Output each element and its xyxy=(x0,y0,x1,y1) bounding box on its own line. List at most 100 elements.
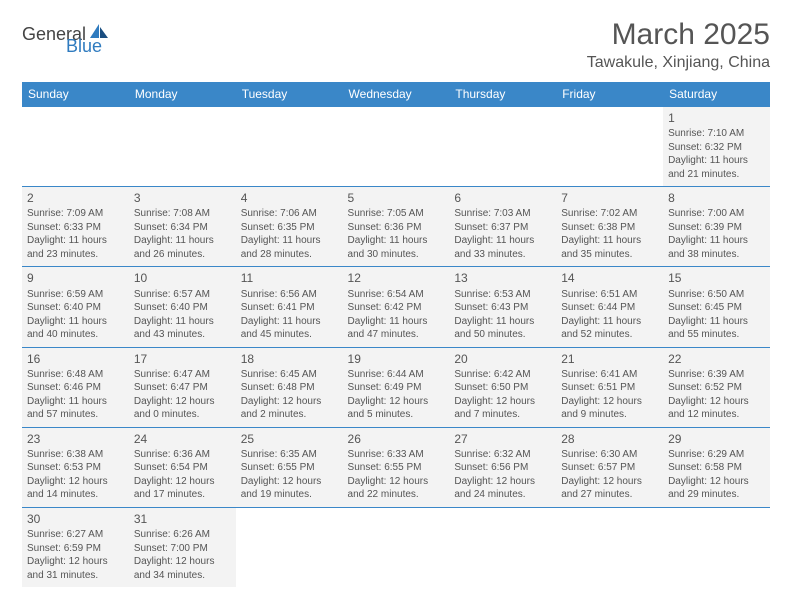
day-number: 5 xyxy=(348,190,445,206)
sunset-line: Sunset: 6:48 PM xyxy=(241,381,338,395)
calendar-day-14: 14Sunrise: 6:51 AMSunset: 6:44 PMDayligh… xyxy=(556,267,663,347)
calendar-day-31: 31Sunrise: 6:26 AMSunset: 7:00 PMDayligh… xyxy=(129,507,236,587)
day-number: 11 xyxy=(241,270,338,286)
daylight-line: Daylight: 11 hours and 21 minutes. xyxy=(668,154,765,181)
calendar-empty-cell xyxy=(129,107,236,187)
sunrise-line: Sunrise: 6:50 AM xyxy=(668,288,765,302)
calendar-day-2: 2Sunrise: 7:09 AMSunset: 6:33 PMDaylight… xyxy=(22,187,129,267)
calendar-empty-cell xyxy=(343,507,450,587)
calendar-day-15: 15 Sunrise: 6:50 AMSunset: 6:45 PMDayligh… xyxy=(663,267,770,347)
day-number: 16 xyxy=(27,351,124,367)
day-number: 19 xyxy=(348,351,445,367)
calendar-day-22: 22Sunrise: 6:39 AMSunset: 6:52 PMDayligh… xyxy=(663,347,770,427)
sunset-line: Sunset: 6:32 PM xyxy=(668,141,765,155)
day-number: 10 xyxy=(134,270,231,286)
sunrise-line: Sunrise: 6:38 AM xyxy=(27,448,124,462)
sunset-line: Sunset: 6:34 PM xyxy=(134,221,231,235)
daylight-line: Daylight: 12 hours and 12 minutes. xyxy=(668,395,765,422)
daylight-line: Daylight: 12 hours and 24 minutes. xyxy=(454,475,551,502)
sunset-line: Sunset: 6:55 PM xyxy=(241,461,338,475)
calendar-table: SundayMondayTuesdayWednesdayThursdayFrid… xyxy=(22,82,770,587)
daylight-line: Daylight: 11 hours and 38 minutes. xyxy=(668,234,765,261)
sunset-line: Sunset: 6:38 PM xyxy=(561,221,658,235)
day-number: 2 xyxy=(27,190,124,206)
daylight-line: Daylight: 12 hours and 14 minutes. xyxy=(27,475,124,502)
sunrise-line: Sunrise: 6:33 AM xyxy=(348,448,445,462)
day-number: 30 xyxy=(27,511,124,527)
sunrise-line: Sunrise: 6:41 AM xyxy=(561,368,658,382)
sunrise-line: Sunrise: 7:10 AM xyxy=(668,127,765,141)
day-number: 21 xyxy=(561,351,658,367)
sunrise-line: Sunrise: 6:42 AM xyxy=(454,368,551,382)
calendar-day-5: 5Sunrise: 7:05 AMSunset: 6:36 PMDaylight… xyxy=(343,187,450,267)
sunrise-line: Sunrise: 6:30 AM xyxy=(561,448,658,462)
daylight-line: Daylight: 12 hours and 0 minutes. xyxy=(134,395,231,422)
sunset-line: Sunset: 6:36 PM xyxy=(348,221,445,235)
sunset-line: Sunset: 6:35 PM xyxy=(241,221,338,235)
sunrise-line: Sunrise: 6:51 AM xyxy=(561,288,658,302)
calendar-day-16: 16Sunrise: 6:48 AMSunset: 6:46 PMDayligh… xyxy=(22,347,129,427)
daylight-line: Daylight: 12 hours and 29 minutes. xyxy=(668,475,765,502)
day-number: 27 xyxy=(454,431,551,447)
sunrise-line: Sunrise: 7:06 AM xyxy=(241,207,338,221)
daylight-line: Daylight: 11 hours and 43 minutes. xyxy=(134,315,231,342)
daylight-line: Daylight: 11 hours and 55 minutes. xyxy=(668,315,765,342)
sunset-line: Sunset: 6:39 PM xyxy=(668,221,765,235)
sunset-line: Sunset: 6:52 PM xyxy=(668,381,765,395)
calendar-row: 23Sunrise: 6:38 AMSunset: 6:53 PMDayligh… xyxy=(22,427,770,507)
month-title: March 2025 xyxy=(587,18,770,52)
day-number: 15 xyxy=(668,270,765,286)
day-number: 6 xyxy=(454,190,551,206)
sunset-line: Sunset: 6:33 PM xyxy=(27,221,124,235)
sunrise-line: Sunrise: 7:02 AM xyxy=(561,207,658,221)
calendar-day-24: 24Sunrise: 6:36 AMSunset: 6:54 PMDayligh… xyxy=(129,427,236,507)
sunrise-line: Sunrise: 7:03 AM xyxy=(454,207,551,221)
sunset-line: Sunset: 6:56 PM xyxy=(454,461,551,475)
day-number: 22 xyxy=(668,351,765,367)
calendar-empty-cell xyxy=(449,107,556,187)
calendar-day-26: 26Sunrise: 6:33 AMSunset: 6:55 PMDayligh… xyxy=(343,427,450,507)
daylight-line: Daylight: 12 hours and 7 minutes. xyxy=(454,395,551,422)
weekday-header: Friday xyxy=(556,82,663,107)
sunrise-line: Sunrise: 7:08 AM xyxy=(134,207,231,221)
daylight-line: Daylight: 11 hours and 23 minutes. xyxy=(27,234,124,261)
sunset-line: Sunset: 6:42 PM xyxy=(348,301,445,315)
daylight-line: Daylight: 12 hours and 2 minutes. xyxy=(241,395,338,422)
sunset-line: Sunset: 6:49 PM xyxy=(348,381,445,395)
sunset-line: Sunset: 6:51 PM xyxy=(561,381,658,395)
calendar-day-28: 28Sunrise: 6:30 AMSunset: 6:57 PMDayligh… xyxy=(556,427,663,507)
calendar-day-13: 13Sunrise: 6:53 AMSunset: 6:43 PMDayligh… xyxy=(449,267,556,347)
daylight-line: Daylight: 11 hours and 33 minutes. xyxy=(454,234,551,261)
calendar-day-11: 11Sunrise: 6:56 AMSunset: 6:41 PMDayligh… xyxy=(236,267,343,347)
day-number: 20 xyxy=(454,351,551,367)
sunset-line: Sunset: 7:00 PM xyxy=(134,542,231,556)
sunset-line: Sunset: 6:54 PM xyxy=(134,461,231,475)
sunset-line: Sunset: 6:47 PM xyxy=(134,381,231,395)
calendar-day-1: 1Sunrise: 7:10 AMSunset: 6:32 PMDaylight… xyxy=(663,107,770,187)
sunrise-line: Sunrise: 6:59 AM xyxy=(27,288,124,302)
calendar-day-12: 12Sunrise: 6:54 AMSunset: 6:42 PMDayligh… xyxy=(343,267,450,347)
weekday-header: Monday xyxy=(129,82,236,107)
weekday-header: Tuesday xyxy=(236,82,343,107)
sunset-line: Sunset: 6:45 PM xyxy=(668,301,765,315)
day-number: 25 xyxy=(241,431,338,447)
sunrise-line: Sunrise: 6:45 AM xyxy=(241,368,338,382)
sunset-line: Sunset: 6:58 PM xyxy=(668,461,765,475)
weekday-header: Wednesday xyxy=(343,82,450,107)
daylight-line: Daylight: 11 hours and 28 minutes. xyxy=(241,234,338,261)
calendar-day-10: 10Sunrise: 6:57 AMSunset: 6:40 PMDayligh… xyxy=(129,267,236,347)
day-number: 4 xyxy=(241,190,338,206)
sunset-line: Sunset: 6:40 PM xyxy=(27,301,124,315)
weekday-header: Sunday xyxy=(22,82,129,107)
calendar-row: 9Sunrise: 6:59 AMSunset: 6:40 PMDaylight… xyxy=(22,267,770,347)
calendar-day-27: 27Sunrise: 6:32 AMSunset: 6:56 PMDayligh… xyxy=(449,427,556,507)
daylight-line: Daylight: 12 hours and 17 minutes. xyxy=(134,475,231,502)
day-number: 29 xyxy=(668,431,765,447)
daylight-line: Daylight: 12 hours and 19 minutes. xyxy=(241,475,338,502)
day-number: 3 xyxy=(134,190,231,206)
calendar-empty-cell xyxy=(236,507,343,587)
calendar-empty-cell xyxy=(449,507,556,587)
sunrise-line: Sunrise: 6:57 AM xyxy=(134,288,231,302)
day-number: 31 xyxy=(134,511,231,527)
sunrise-line: Sunrise: 7:00 AM xyxy=(668,207,765,221)
